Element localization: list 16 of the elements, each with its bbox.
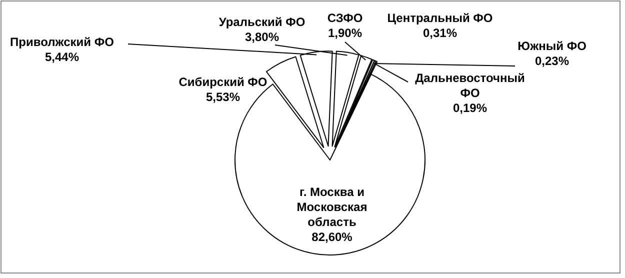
data-label: 0,23%: [534, 54, 570, 68]
data-label: 5,44%: [44, 50, 80, 64]
slice-label: СЗФО: [327, 11, 363, 25]
slice-label: г. Москва и Московская область: [296, 185, 368, 229]
slice-label: Уральский ФО: [218, 15, 306, 29]
data-label: 82,60%: [312, 230, 353, 244]
slice-label: Приволжский ФО: [10, 35, 114, 49]
slice-label: Южный ФО: [518, 39, 586, 53]
slice-label: Сибирский ФО: [178, 75, 268, 89]
slice-label: Дальневосточный ФО: [415, 71, 525, 100]
data-label: 1,90%: [328, 26, 362, 40]
data-label: 0,31%: [422, 26, 458, 40]
data-label: 5,53%: [206, 90, 240, 104]
data-label: 3,80%: [244, 30, 280, 44]
data-label: 0,19%: [452, 101, 488, 115]
slice-label: Центральный ФО: [387, 11, 493, 25]
